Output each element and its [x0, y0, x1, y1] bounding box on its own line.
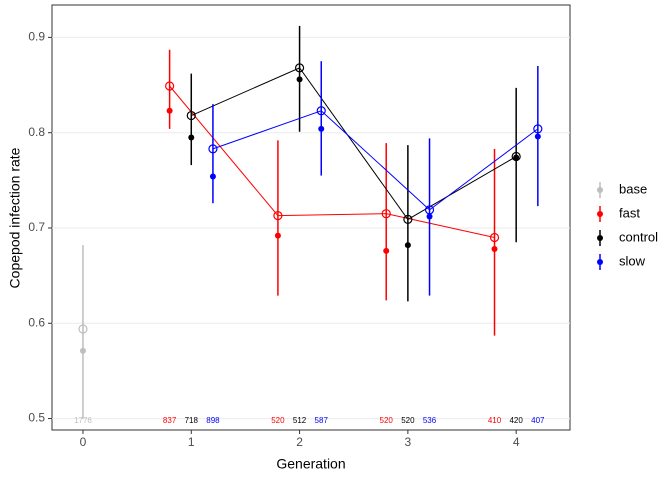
- legend-text: slow: [619, 253, 646, 268]
- count-label: 837: [163, 416, 177, 425]
- open-point: [511, 151, 521, 162]
- series-line: [191, 67, 517, 221]
- series-line: [212, 110, 539, 211]
- open-point: [489, 232, 500, 243]
- mean-point: [383, 247, 390, 254]
- open-point: [78, 324, 88, 334]
- y-axis-title: Copepod infection rate: [7, 147, 23, 288]
- legend-text: control: [619, 229, 658, 244]
- series-line: [169, 85, 495, 238]
- x-tick-label: 1: [188, 435, 195, 449]
- x-tick-label: 2: [296, 435, 303, 449]
- x-axis-title: Generation: [276, 456, 345, 472]
- mean-point: [296, 76, 303, 83]
- open-point: [208, 144, 218, 154]
- mean-point: [426, 213, 433, 220]
- open-point: [186, 110, 196, 121]
- count-label: 520: [401, 416, 415, 425]
- mean-point: [404, 242, 411, 249]
- open-point: [273, 210, 283, 221]
- plot-frame: [51, 4, 571, 431]
- mean-point: [79, 347, 86, 354]
- count-label: 512: [293, 416, 307, 425]
- count-label: 407: [531, 416, 545, 425]
- legend-point: [597, 187, 603, 193]
- count-label: 420: [509, 416, 523, 425]
- mean-point: [166, 107, 173, 114]
- y-tick-label: 0.8: [28, 125, 45, 139]
- open-point: [403, 214, 413, 225]
- mean-point: [513, 154, 520, 161]
- count-label: 898: [206, 416, 220, 425]
- open-point: [424, 205, 435, 215]
- mean-point: [274, 232, 281, 239]
- open-point: [165, 81, 175, 91]
- y-tick-label: 0.5: [28, 411, 45, 425]
- open-point: [294, 63, 305, 73]
- open-point: [381, 209, 391, 219]
- legend-text: base: [619, 181, 647, 196]
- legend-text: fast: [619, 205, 640, 220]
- mean-point: [188, 134, 195, 141]
- open-point: [533, 124, 543, 134]
- y-tick-label: 0.9: [28, 30, 45, 44]
- count-label: 520: [271, 416, 285, 425]
- x-tick-label: 4: [513, 435, 520, 449]
- mean-point: [318, 125, 325, 132]
- count-label: 1776: [74, 416, 92, 425]
- y-tick-label: 0.7: [28, 220, 45, 234]
- count-label: 536: [423, 416, 437, 425]
- legend-point: [597, 211, 603, 217]
- y-tick-label: 0.6: [28, 315, 45, 329]
- count-label: 520: [380, 416, 394, 425]
- count-label: 718: [185, 416, 199, 425]
- count-label: 587: [315, 416, 329, 425]
- x-tick-label: 3: [405, 435, 412, 449]
- legend-point: [597, 259, 603, 265]
- x-tick-label: 0: [80, 435, 87, 449]
- mean-point: [534, 133, 541, 140]
- mean-point: [209, 173, 216, 180]
- count-label: 410: [488, 416, 502, 425]
- mean-point: [491, 245, 498, 252]
- legend-point: [597, 235, 603, 241]
- open-point: [316, 106, 326, 116]
